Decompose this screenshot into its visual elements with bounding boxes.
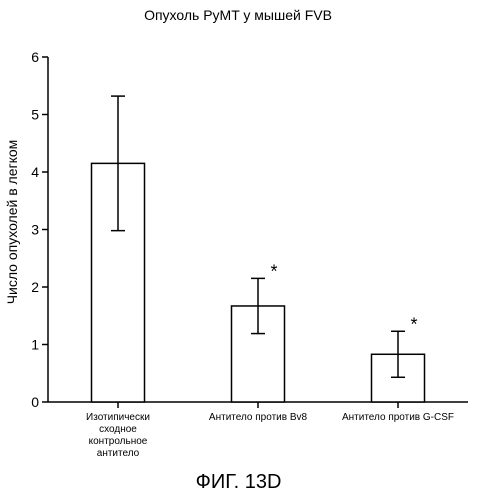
x-category-label: антитело: [97, 448, 140, 459]
y-tick-label: 6: [31, 49, 39, 65]
y-tick-label: 5: [31, 107, 39, 123]
error-bars: [111, 95, 405, 379]
x-category-label: сходное: [99, 424, 137, 435]
x-axis: [48, 401, 468, 408]
y-axis-label: Число опухолей в легком: [4, 140, 20, 305]
y-tick-label: 3: [31, 222, 39, 238]
y-tick-label: 1: [31, 337, 39, 353]
x-category-label: Антитело против Bv8: [209, 412, 308, 423]
significance-asterisk: *: [270, 261, 277, 281]
x-category-label: Антитело против G-CSF: [342, 412, 454, 423]
y-axis: 0 1 2 3 4 5 6: [31, 49, 49, 410]
chart-title: Опухоль PyMT у мышей FVB: [144, 7, 332, 23]
significance-asterisk: *: [410, 314, 417, 334]
x-category-label: Изотипически: [86, 412, 150, 423]
significance-markers: **: [270, 261, 417, 334]
y-tick-label: 4: [31, 164, 39, 180]
y-tick-label: 2: [31, 279, 39, 295]
x-category-label: контрольное: [89, 436, 148, 447]
y-tick-label: 0: [31, 394, 39, 410]
figure-label: ФИГ. 13D: [195, 471, 282, 493]
